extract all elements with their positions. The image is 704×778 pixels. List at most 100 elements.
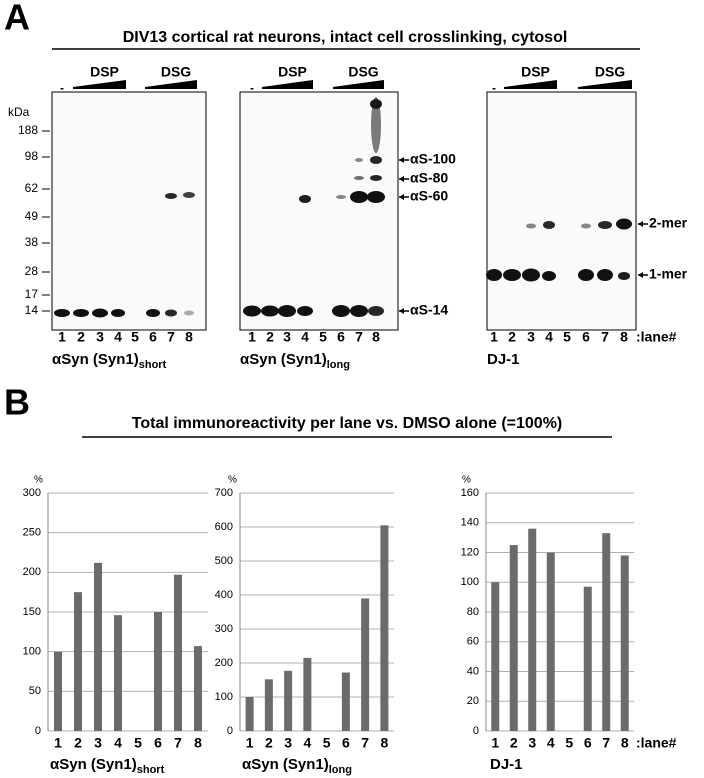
bar (94, 562, 102, 731)
band (350, 305, 368, 317)
band (522, 268, 540, 282)
lane-number: 7 (355, 329, 363, 345)
bar (303, 657, 312, 731)
band (543, 221, 555, 229)
wedge (333, 80, 384, 89)
band (54, 309, 70, 317)
lane-suffix: :lane# (636, 329, 677, 345)
band-label: 1-mer (649, 266, 688, 282)
bar (361, 598, 370, 731)
band (370, 99, 382, 109)
caption-main: αSyn (Syn1) (242, 756, 329, 773)
bar (194, 646, 202, 731)
y-tick-label: 150 (23, 606, 41, 618)
lane-number: 5 (131, 329, 139, 345)
x-tick-label: 8 (621, 735, 629, 751)
x-tick-label: 3 (528, 735, 536, 751)
caption: αSyn (Syn1)long (240, 351, 350, 371)
y-tick-label: 20 (467, 695, 479, 707)
panel-title: DIV13 cortical rat neurons, intact cell … (123, 29, 568, 46)
bar (620, 555, 629, 731)
band (297, 306, 313, 316)
caption-sub: short (139, 359, 167, 371)
lane-number: 6 (149, 329, 157, 345)
caption-main: αSyn (Syn1) (240, 351, 327, 368)
bar (380, 525, 389, 731)
panel-title: Total immunoreactivity per lane vs. DMSO… (132, 415, 563, 432)
bar (528, 528, 537, 731)
band (367, 191, 385, 203)
band (581, 223, 591, 229)
band (92, 308, 108, 318)
lane-number: 2 (508, 329, 516, 345)
band-label: αS-100 (410, 151, 456, 167)
blot-frame (486, 91, 637, 331)
wedge (145, 80, 197, 89)
y-tick-label: 60 (467, 636, 479, 648)
lane-number: 3 (283, 329, 291, 345)
y-tick-label: 200 (215, 657, 233, 669)
band-label: αS-80 (410, 170, 448, 186)
treatment-label: DSP (278, 64, 307, 80)
lane-number: 8 (185, 329, 193, 345)
marker-label: 62 (25, 181, 39, 195)
y-tick-label: 400 (215, 589, 233, 601)
y-unit: % (462, 475, 471, 486)
lane-number: 6 (582, 329, 590, 345)
treatment-label: DSG (161, 64, 191, 80)
y-tick-label: 500 (215, 555, 233, 567)
band (486, 269, 502, 281)
bar (509, 545, 518, 731)
y-tick-label: 160 (461, 487, 479, 499)
band (165, 309, 177, 317)
band-arrow-head (638, 221, 643, 227)
y-tick-label: 50 (29, 685, 41, 697)
x-tick-label: 1 (54, 735, 62, 751)
lane-number: 5 (319, 329, 327, 345)
treatment-label: - (60, 81, 64, 95)
marker-label: 49 (25, 209, 39, 223)
marker-label: 28 (25, 264, 39, 278)
caption-main: DJ-1 (487, 351, 520, 368)
band (299, 195, 311, 203)
x-tick-label: 2 (265, 735, 273, 751)
wedge (578, 80, 632, 89)
y-tick-label: 250 (23, 527, 41, 539)
caption: DJ-1 (487, 351, 520, 368)
panel-letter: B (4, 382, 30, 423)
bar (54, 651, 62, 731)
band-label: 2-mer (649, 215, 688, 231)
y-tick-label: 0 (473, 725, 479, 737)
lane-number: 4 (545, 329, 553, 345)
band (503, 269, 521, 281)
x-tick-label: 6 (154, 735, 162, 751)
y-tick-label: 80 (467, 606, 479, 618)
bar (546, 552, 555, 731)
x-tick-label: 4 (547, 735, 555, 751)
caption: αSyn (Syn1)short (50, 756, 165, 776)
x-tick-label: 5 (565, 735, 573, 751)
caption-sub: long (329, 764, 352, 776)
lane-number: 1 (58, 329, 66, 345)
y-tick-label: 200 (23, 566, 41, 578)
bar (174, 574, 182, 731)
band (261, 305, 279, 317)
wedge (504, 80, 557, 89)
y-tick-label: 120 (461, 546, 479, 558)
band (278, 305, 296, 317)
lane-number: 3 (527, 329, 535, 345)
band (616, 218, 632, 230)
x-tick-label: 4 (303, 735, 311, 751)
caption: αSyn (Syn1)short (52, 351, 167, 371)
band (370, 156, 382, 164)
band-arrow-head (399, 176, 404, 182)
band (73, 309, 89, 317)
y-tick-label: 100 (461, 576, 479, 588)
y-tick-label: 700 (215, 487, 233, 499)
band (618, 272, 630, 280)
band (354, 176, 364, 180)
y-unit: % (228, 475, 237, 486)
y-tick-label: 140 (461, 517, 479, 529)
lane-number: 8 (620, 329, 628, 345)
